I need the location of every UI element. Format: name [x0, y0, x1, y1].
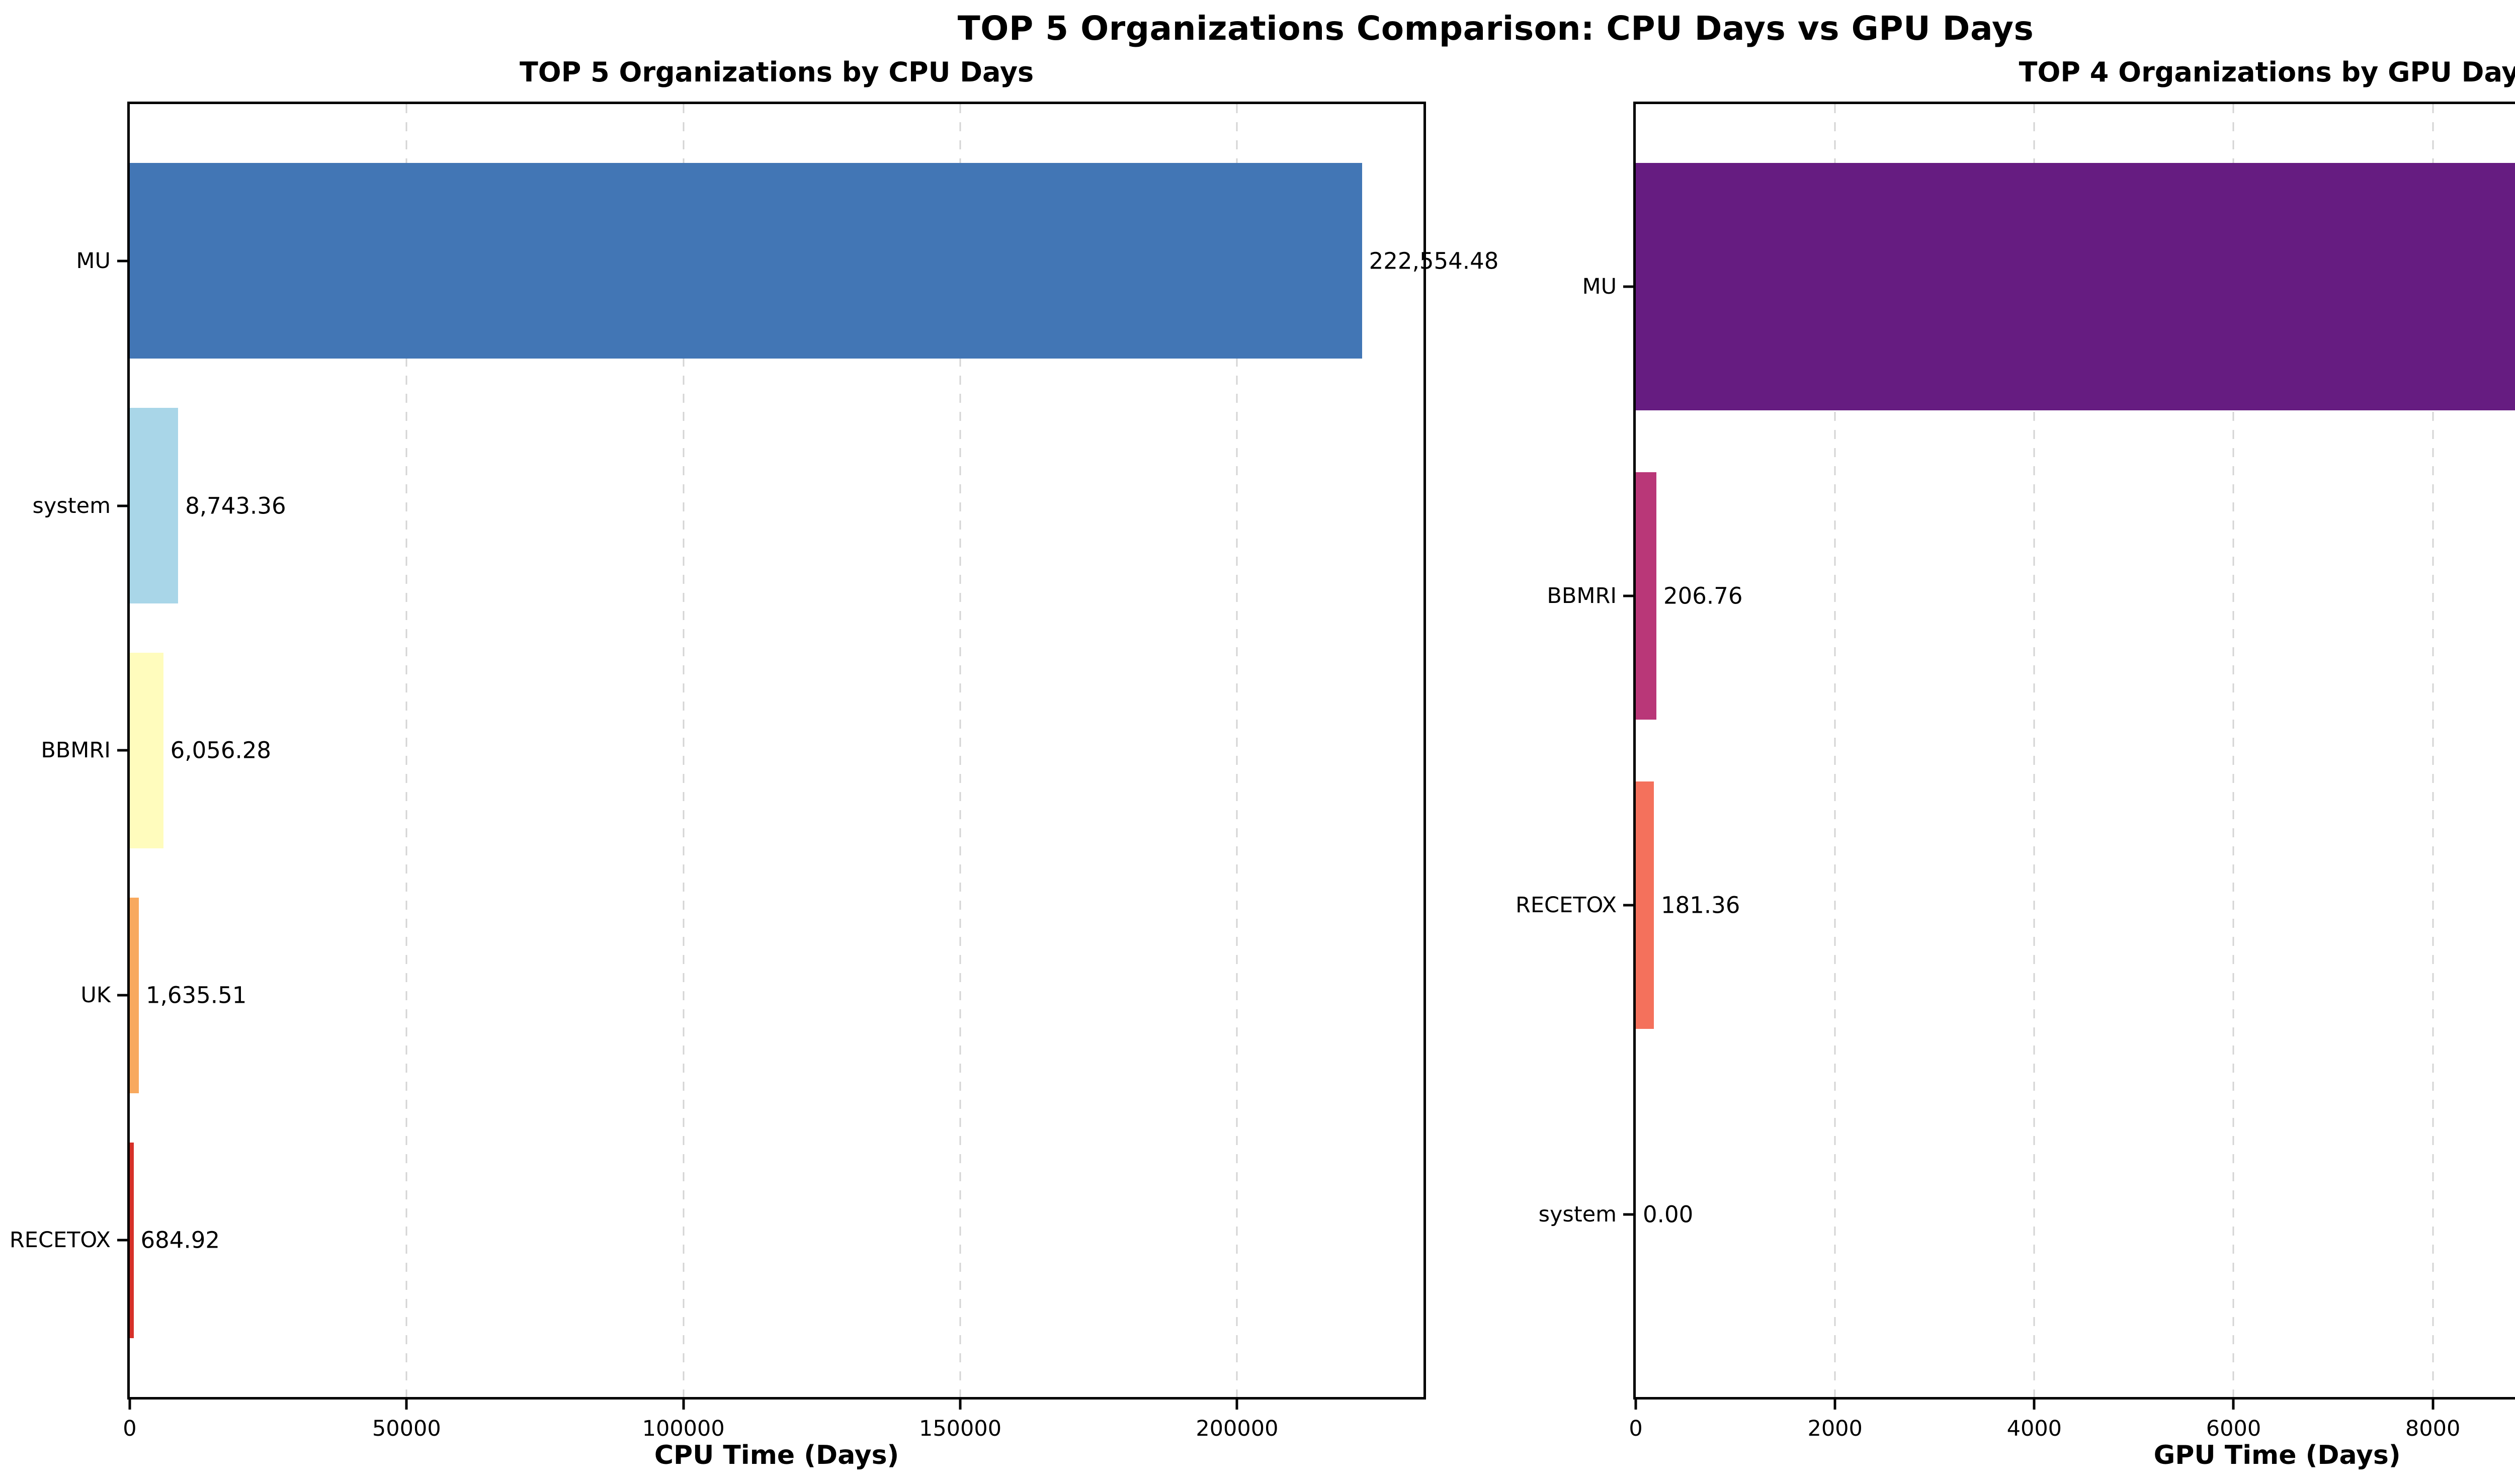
bar-value-label: 206.76 [1663, 582, 1743, 609]
bar-value-label: 8,743.36 [185, 492, 286, 519]
y-tick-mark [1623, 285, 1634, 288]
y-tick-mark [117, 1239, 127, 1242]
bar-value-label: 181.36 [1660, 892, 1740, 919]
bar-bbmri [129, 652, 163, 849]
x-tick-label: 50000 [372, 1416, 441, 1441]
y-category-label: system [1538, 1202, 1617, 1228]
x-tick-mark [1634, 1399, 1637, 1410]
bar-system [129, 407, 179, 604]
x-tick-label: 0 [1629, 1416, 1643, 1441]
y-tick-mark [1623, 594, 1634, 597]
figure-suptitle: TOP 5 Organizations Comparison: CPU Days… [957, 9, 2034, 48]
gridline [2432, 104, 2434, 1397]
x-tick-label: 4000 [2006, 1416, 2062, 1441]
x-tick-label: 2000 [1807, 1416, 1863, 1441]
x-tick-mark [1833, 1399, 1836, 1410]
x-tick-label: 200000 [1196, 1416, 1279, 1441]
gridline [959, 104, 961, 1397]
x-tick-mark [1235, 1399, 1238, 1410]
y-category-label: BBMRI [1547, 583, 1617, 608]
gridline [2232, 104, 2234, 1397]
x-tick-label: 6000 [2206, 1416, 2261, 1441]
plot-area-gpu: 020004000600080001000012000MU12,262.32BB… [1516, 101, 2515, 1441]
gridline [683, 104, 685, 1397]
x-tick-mark [2432, 1399, 2435, 1410]
bar-recetox [129, 1142, 134, 1339]
x-tick-mark [959, 1399, 962, 1410]
subplot-gpu-days: TOP 4 Organizations by GPU Days 0 2000 400… [1516, 0, 2515, 1484]
x-tick-label: 150000 [918, 1416, 1002, 1441]
gridline [1834, 104, 1836, 1397]
bar-value-label: 222,554.48 [1369, 247, 1499, 275]
bar-recetox [1636, 781, 1654, 1029]
subplot-cpu-days: TOP 5 Organizations by CPU Days 0 50000 10… [10, 0, 1498, 1484]
bar-value-label: 6,056.28 [170, 737, 272, 764]
y-tick-mark [117, 259, 127, 263]
x-tick-mark [682, 1399, 685, 1410]
y-tick-mark [1623, 904, 1634, 907]
y-tick-mark [117, 749, 127, 752]
x-axis-label-gpu: GPU Time (Days) [2153, 1440, 2401, 1470]
y-category-label: MU [1582, 274, 1617, 299]
bar-value-label: 0.00 [1643, 1201, 1694, 1228]
gridline [405, 104, 407, 1397]
x-tick-label: 100000 [642, 1416, 725, 1441]
x-tick-mark [2232, 1399, 2235, 1410]
x-tick-mark [128, 1399, 131, 1410]
x-tick-label: 0 [123, 1416, 137, 1441]
y-category-label: system [32, 493, 111, 518]
y-category-label: MU [76, 248, 111, 274]
gridline [2033, 104, 2035, 1397]
y-category-label: BBMRI [41, 738, 111, 763]
y-tick-mark [117, 504, 127, 507]
plot-area-cpu: 0 50000 100000 150000 200000 MU 222,554.48 syst… [10, 101, 1498, 1441]
x-tick-mark [405, 1399, 408, 1410]
bar-mu [129, 162, 1362, 359]
chart-title-cpu: TOP 5 Organizations by CPU Days [519, 56, 1034, 88]
y-category-label: UK [80, 983, 111, 1008]
bar-value-label: 684.92 [140, 1227, 220, 1254]
bar-uk [129, 897, 139, 1094]
bar-bbmri [1636, 472, 1656, 720]
y-tick-mark [1623, 1213, 1634, 1216]
bar-mu [1636, 162, 2515, 410]
y-category-label: RECETOX [1515, 892, 1617, 918]
y-category-label: RECETOX [9, 1228, 111, 1253]
bar-value-label: 1,635.51 [145, 982, 247, 1009]
x-tick-label: 8000 [2405, 1416, 2461, 1441]
gridline [1236, 104, 1238, 1397]
chart-title-gpu: TOP 4 Organizations by GPU Days [2019, 56, 2515, 88]
y-tick-mark [117, 994, 127, 997]
x-axis-label-cpu: CPU Time (Days) [654, 1440, 899, 1470]
x-tick-mark [2033, 1399, 2036, 1410]
